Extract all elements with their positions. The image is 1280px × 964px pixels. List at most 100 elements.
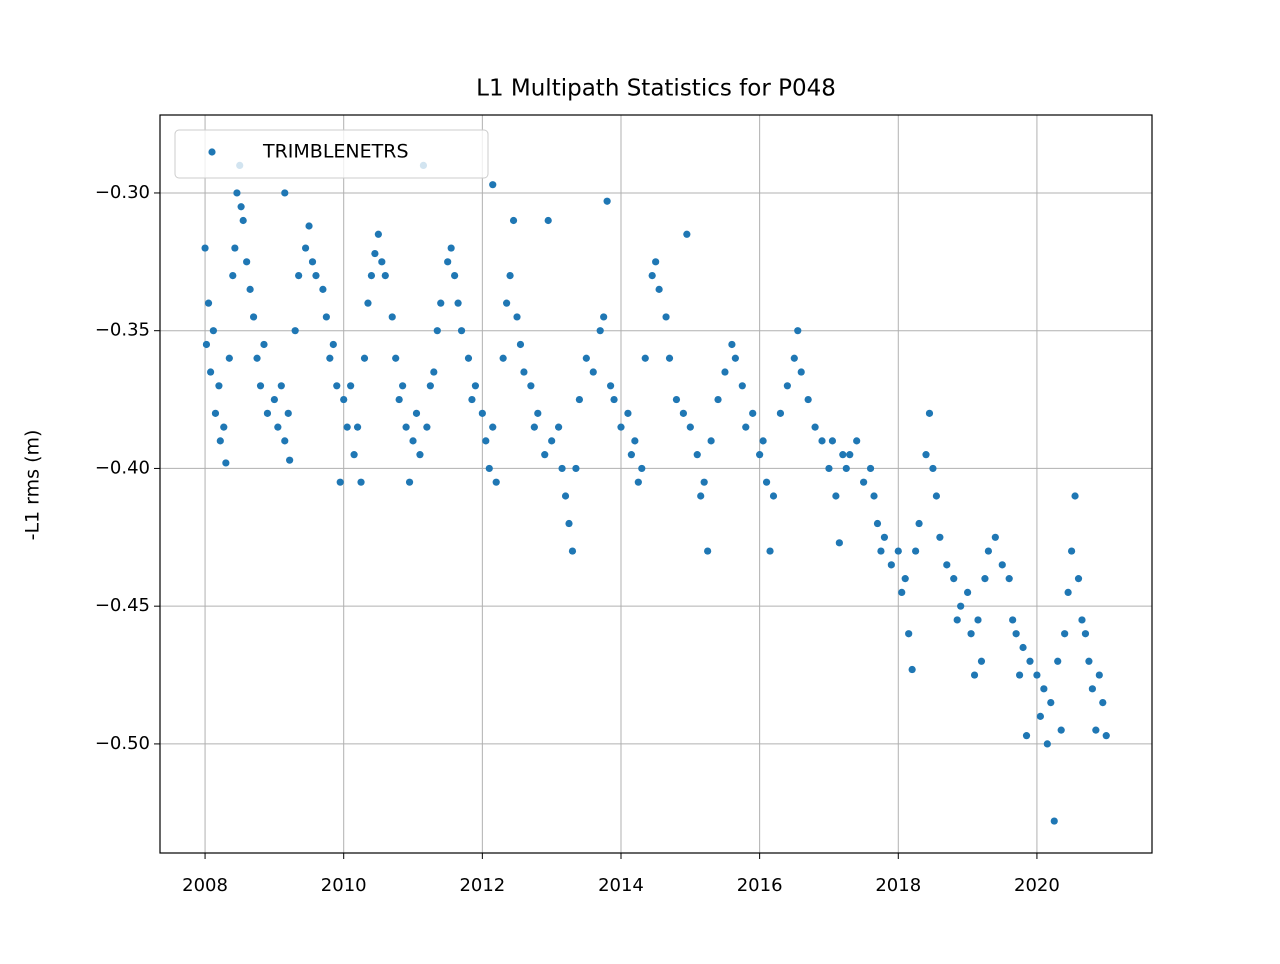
point <box>555 423 563 431</box>
point <box>1022 732 1031 740</box>
point <box>489 181 497 189</box>
point <box>953 616 961 624</box>
plot-frame <box>159 114 1153 854</box>
point <box>898 588 906 596</box>
point <box>305 222 313 230</box>
legend: TRIMBLENETRS <box>174 129 489 179</box>
point <box>412 409 421 417</box>
point <box>237 203 245 211</box>
point <box>866 464 875 473</box>
point <box>638 464 646 473</box>
point <box>1005 575 1013 583</box>
point <box>853 437 861 445</box>
point <box>1061 630 1069 638</box>
point <box>984 547 992 555</box>
point <box>1057 726 1065 734</box>
point <box>295 272 303 280</box>
point <box>860 478 868 486</box>
point <box>568 547 577 555</box>
point <box>756 451 764 459</box>
point <box>457 327 466 335</box>
point <box>405 478 414 486</box>
point <box>887 561 895 569</box>
point <box>1012 630 1020 638</box>
point <box>964 588 972 596</box>
point <box>929 464 937 473</box>
point <box>957 602 965 610</box>
legend-marker <box>208 148 216 156</box>
point <box>589 368 597 376</box>
point <box>1064 588 1072 596</box>
point <box>880 533 889 541</box>
point <box>769 492 778 500</box>
point <box>655 285 663 293</box>
point <box>762 478 771 486</box>
point <box>451 272 459 280</box>
point <box>301 244 310 252</box>
point <box>229 272 237 280</box>
point <box>204 299 213 307</box>
point <box>340 395 348 404</box>
point <box>211 409 220 417</box>
point <box>970 671 979 679</box>
point <box>1036 712 1044 720</box>
point <box>544 216 552 225</box>
point <box>981 575 989 583</box>
point <box>437 299 445 307</box>
point <box>631 437 639 445</box>
point <box>447 244 455 252</box>
point <box>908 665 916 674</box>
point <box>922 451 930 459</box>
point <box>215 382 223 390</box>
point <box>943 561 951 569</box>
y-tick-label: −0.40 <box>95 457 150 478</box>
point <box>832 492 840 500</box>
point <box>797 368 805 376</box>
point <box>1047 698 1055 707</box>
point <box>464 354 473 362</box>
point <box>308 258 317 266</box>
point <box>835 539 843 547</box>
point <box>239 216 247 225</box>
point <box>825 464 833 473</box>
point <box>409 437 417 445</box>
x-tick-label: 2016 <box>737 875 783 896</box>
point <box>1040 685 1048 693</box>
point <box>207 368 215 376</box>
point <box>697 492 705 500</box>
point <box>672 395 681 404</box>
point <box>326 354 334 362</box>
y-tick-label: −0.35 <box>95 320 150 341</box>
point <box>286 456 294 464</box>
point <box>388 313 396 321</box>
point <box>378 258 386 266</box>
point <box>998 561 1006 569</box>
y-tick-label: −0.50 <box>95 733 150 754</box>
point <box>520 368 528 376</box>
point <box>1067 547 1076 555</box>
point <box>582 354 590 362</box>
point <box>776 409 785 417</box>
point <box>877 547 885 555</box>
point <box>506 272 514 280</box>
point <box>818 437 826 445</box>
point <box>312 272 320 280</box>
point <box>284 409 292 417</box>
point <box>738 382 746 390</box>
point <box>1095 671 1103 679</box>
chart-title: L1 Multipath Statistics for P048 <box>476 76 836 102</box>
point <box>600 313 608 321</box>
point <box>499 354 507 362</box>
point <box>936 533 944 541</box>
point <box>374 230 382 238</box>
point <box>714 395 722 404</box>
point <box>530 423 538 431</box>
point <box>478 409 486 417</box>
point <box>402 423 410 431</box>
point <box>932 492 941 500</box>
point <box>333 382 341 390</box>
point <box>277 382 285 390</box>
point <box>603 197 611 205</box>
point <box>991 533 999 541</box>
